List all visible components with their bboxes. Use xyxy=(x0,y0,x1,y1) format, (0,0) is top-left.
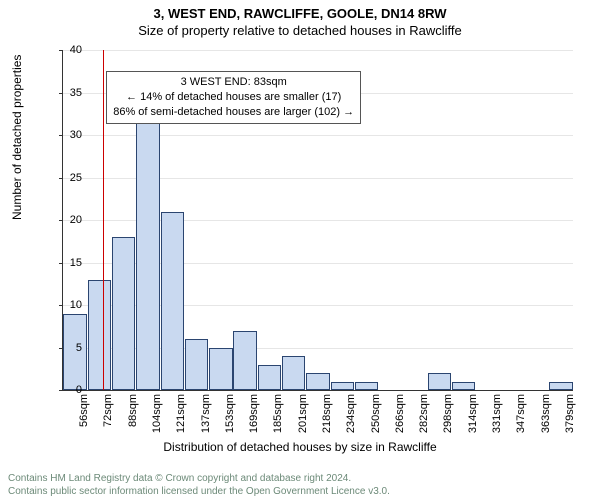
xtick-label: 104sqm xyxy=(151,394,163,433)
ytick-label: 35 xyxy=(42,87,82,99)
histogram-bar xyxy=(549,382,572,391)
xtick-label: 218sqm xyxy=(321,394,333,433)
ytick-label: 0 xyxy=(42,384,82,396)
annotation-line: 3 WEST END: 83sqm xyxy=(113,75,354,90)
title-subtitle: Size of property relative to detached ho… xyxy=(0,23,600,38)
xtick-label: 363sqm xyxy=(540,394,552,433)
xtick-label: 234sqm xyxy=(345,394,357,433)
chart-title-block: 3, WEST END, RAWCLIFFE, GOOLE, DN14 8RW … xyxy=(0,0,600,38)
histogram-bar xyxy=(161,212,184,391)
ytick-label: 5 xyxy=(42,342,82,354)
ytick-label: 15 xyxy=(42,257,82,269)
footer-line-2: Contains public sector information licen… xyxy=(8,485,390,498)
histogram-bar xyxy=(209,348,232,391)
xtick-label: 72sqm xyxy=(102,394,114,427)
xtick-label: 314sqm xyxy=(467,394,479,433)
xtick-label: 201sqm xyxy=(297,394,309,433)
xtick-label: 347sqm xyxy=(515,394,527,433)
footer-line-1: Contains HM Land Registry data © Crown c… xyxy=(8,472,390,485)
annotation-box: 3 WEST END: 83sqm← 14% of detached house… xyxy=(106,71,361,124)
xtick-label: 282sqm xyxy=(418,394,430,433)
annotation-line: ← 14% of detached houses are smaller (17… xyxy=(113,90,354,105)
reference-line xyxy=(103,50,104,390)
xtick-label: 379sqm xyxy=(564,394,576,433)
histogram-bar xyxy=(233,331,256,391)
histogram-bar xyxy=(185,339,208,390)
xtick-label: 331sqm xyxy=(491,394,503,433)
xtick-label: 137sqm xyxy=(200,394,212,433)
histogram-bar xyxy=(331,382,354,391)
xtick-label: 298sqm xyxy=(442,394,454,433)
title-address: 3, WEST END, RAWCLIFFE, GOOLE, DN14 8RW xyxy=(0,6,600,21)
xtick-label: 266sqm xyxy=(394,394,406,433)
ytick-label: 20 xyxy=(42,214,82,226)
x-axis-label: Distribution of detached houses by size … xyxy=(0,440,600,454)
footer-attribution: Contains HM Land Registry data © Crown c… xyxy=(8,472,390,498)
xtick-label: 121sqm xyxy=(175,394,187,433)
histogram-bar xyxy=(258,365,281,391)
ytick-label: 10 xyxy=(42,299,82,311)
annotation-line: 86% of semi-detached houses are larger (… xyxy=(113,105,354,120)
xtick-label: 153sqm xyxy=(224,394,236,433)
gridline xyxy=(63,50,573,51)
y-axis-label: Number of detached properties xyxy=(10,55,24,220)
ytick-label: 25 xyxy=(42,172,82,184)
histogram-bar xyxy=(136,118,159,390)
ytick-label: 30 xyxy=(42,129,82,141)
histogram-bar xyxy=(452,382,475,391)
ytick-label: 40 xyxy=(42,44,82,56)
histogram-bar xyxy=(355,382,378,391)
xtick-label: 56sqm xyxy=(78,394,90,427)
histogram-bar xyxy=(306,373,329,390)
histogram-bar xyxy=(428,373,451,390)
xtick-label: 88sqm xyxy=(127,394,139,427)
histogram-bar xyxy=(112,237,135,390)
xtick-label: 169sqm xyxy=(248,394,260,433)
xtick-label: 250sqm xyxy=(370,394,382,433)
histogram-bar xyxy=(88,280,111,391)
histogram-bar xyxy=(282,356,305,390)
xtick-label: 185sqm xyxy=(272,394,284,433)
